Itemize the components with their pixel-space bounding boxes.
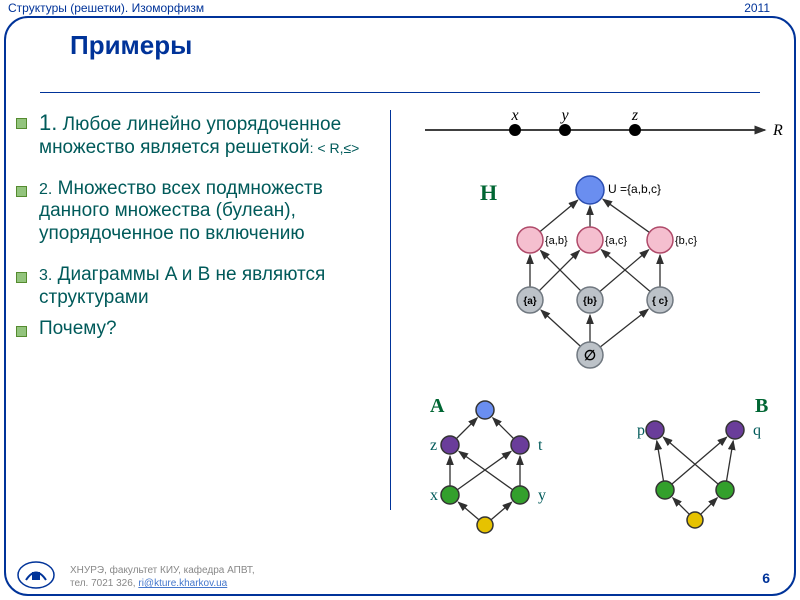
svg-text:x: x — [510, 107, 518, 124]
bullet-1: 1. Любое линейно упорядоченное множество… — [16, 110, 376, 160]
svg-text:B: B — [755, 395, 768, 417]
svg-text:z: z — [430, 437, 437, 454]
svg-text:R: R — [772, 122, 783, 139]
bullet-3: 3. Диаграммы A и B не являются структура… — [16, 264, 376, 310]
svg-text:x: x — [430, 487, 438, 504]
svg-text:p: p — [637, 422, 645, 439]
bullet-list: 1. Любое линейно упорядоченное множество… — [16, 110, 376, 358]
header-left: Структуры (решетки). Изоморфизм — [8, 1, 204, 15]
svg-text:∅: ∅ — [584, 347, 596, 363]
bullet-4: Почему? — [16, 318, 376, 341]
svg-text:t: t — [538, 437, 543, 454]
svg-text:y: y — [559, 107, 569, 124]
bullet-icon — [16, 186, 27, 197]
vertical-divider — [390, 110, 391, 510]
svg-text:{a}: {a} — [523, 296, 536, 307]
svg-text:q: q — [753, 422, 761, 439]
diagrams-svg: x y z R H U ={a,b,c} {a,b} {a,c} {b,c} {a} {b} { c}… — [395, 100, 790, 540]
svg-text:{b}: {b} — [583, 296, 597, 307]
diagram-area: x y z R H U ={a,b,c} {a,b} {a,c} {b,c} {a} {b} { c}… — [395, 100, 790, 540]
logo-icon — [16, 560, 56, 590]
svg-text:z: z — [631, 107, 639, 124]
svg-text:A: A — [430, 395, 445, 417]
bullet-icon — [16, 118, 27, 129]
svg-text:{a,b}: {a,b} — [545, 235, 568, 247]
bullet-icon — [16, 272, 27, 283]
bullet-2: 2. Множество всех подмножеств данного мн… — [16, 178, 376, 246]
footer-email-link[interactable]: ri@kture.kharkov.ua — [138, 578, 227, 589]
footer-text: ХНУРЭ, факультет КИУ, кафедра АПВТ, тел.… — [70, 564, 255, 590]
svg-text:{ c}: { c} — [652, 296, 668, 307]
title-underline — [40, 92, 760, 93]
svg-text:{a,c}: {a,c} — [605, 235, 627, 247]
svg-text:H: H — [480, 180, 497, 205]
page-number: 6 — [762, 570, 770, 586]
bullet-icon — [16, 326, 27, 337]
header-right: 2011 — [744, 1, 770, 15]
slide-title: Примеры — [70, 30, 192, 61]
svg-text:y: y — [538, 487, 546, 504]
svg-text:{b,c}: {b,c} — [675, 235, 697, 247]
svg-text:U ={a,b,c}: U ={a,b,c} — [608, 182, 661, 196]
